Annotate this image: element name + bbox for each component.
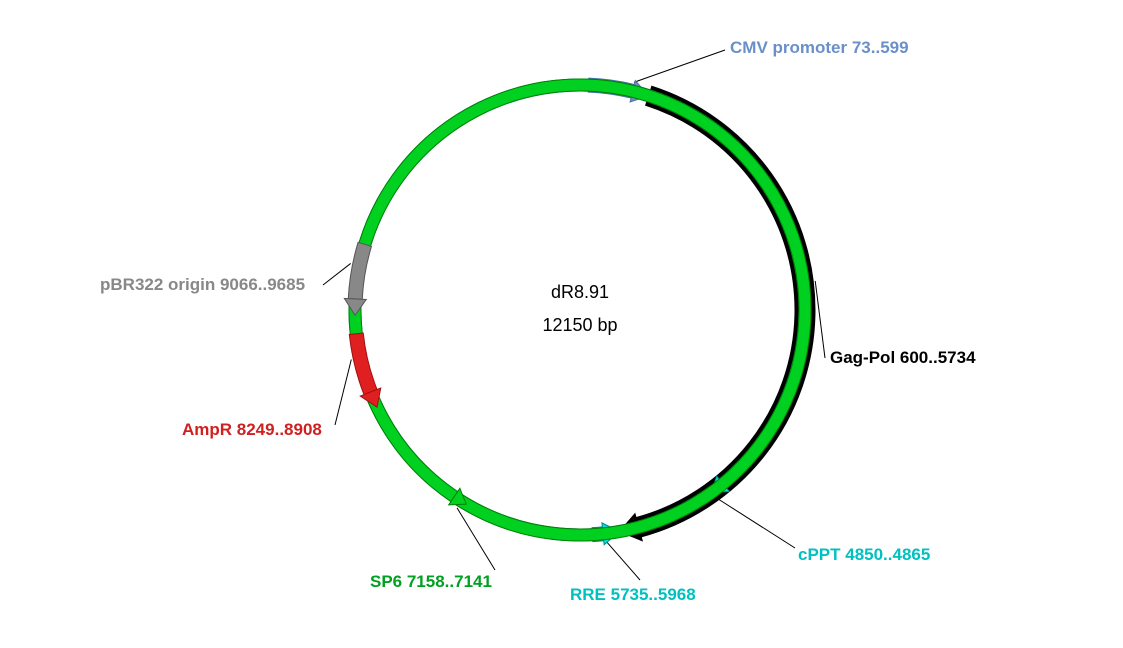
leader-cppt [717, 498, 795, 548]
feature-label-ampr: AmpR 8249..8908 [182, 420, 322, 440]
leader-ampr [335, 360, 351, 425]
feature-label-gagpol: Gag-Pol 600..5734 [830, 348, 976, 368]
leader-cmv [634, 50, 725, 82]
leader-pbr322 [323, 263, 351, 285]
plasmid-name: dR8.91 [530, 282, 630, 303]
plasmid-title-block: dR8.91 12150 bp [530, 282, 630, 336]
leader-gagpol [815, 281, 825, 358]
feature-label-pbr322: pBR322 origin 9066..9685 [100, 275, 305, 295]
feature-pbr322-arrowhead [344, 298, 366, 315]
feature-gagpol [636, 86, 815, 537]
feature-label-rre: RRE 5735..5968 [570, 585, 696, 605]
feature-label-cppt: cPPT 4850..4865 [798, 545, 930, 565]
feature-label-cmv: CMV promoter 73..599 [730, 38, 909, 58]
feature-pbr322 [348, 242, 371, 299]
feature-label-sp6: SP6 7158..7141 [370, 572, 492, 592]
plasmid-size: 12150 bp [530, 315, 630, 336]
plasmid-map-container: dR8.91 12150 bp CMV promoter 73..599 Gag-… [0, 0, 1123, 648]
feature-ampr [349, 333, 377, 395]
leader-rre [607, 542, 640, 580]
